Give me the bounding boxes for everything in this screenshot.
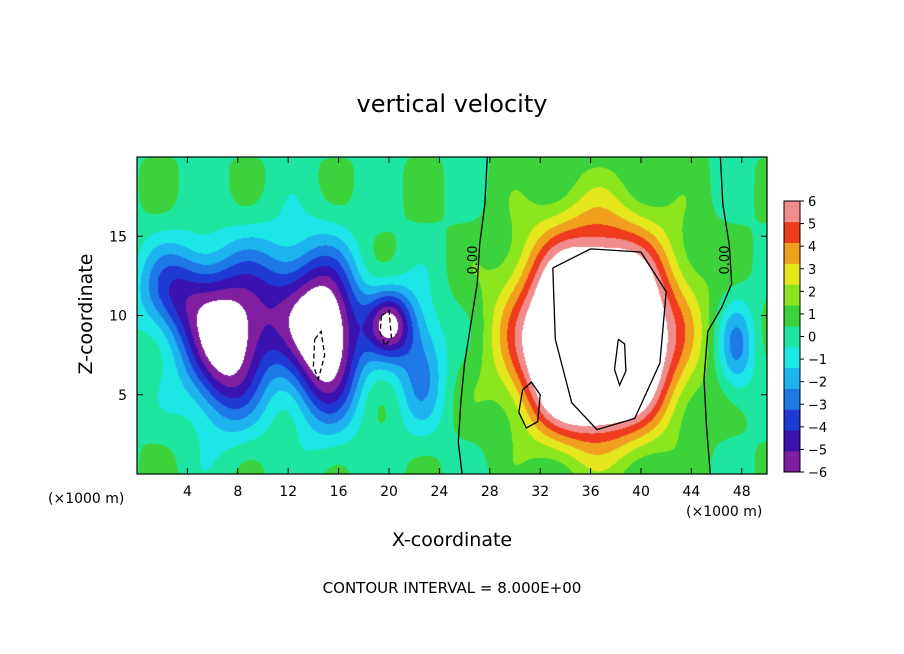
colorbar-swatch bbox=[784, 388, 800, 410]
x-tick-label: 20 bbox=[380, 484, 398, 500]
y-tick-label: 10 bbox=[109, 309, 127, 325]
colorbar-ticks: 6 5 4 3 2 1 0 −1 −2 −3 −4 −5 −6 bbox=[800, 195, 827, 481]
zero-contour-right bbox=[703, 156, 733, 475]
colorbar-swatch bbox=[784, 409, 800, 431]
contour-lines bbox=[312, 156, 733, 475]
colorbar-swatch bbox=[784, 221, 800, 243]
colorbar-swatch bbox=[784, 242, 800, 264]
x-unit-label-left: (×1000 m) bbox=[48, 491, 124, 507]
colorbar-swatch bbox=[784, 326, 800, 348]
downdraft-contour-1 bbox=[312, 329, 326, 381]
colorbar-swatch bbox=[784, 346, 800, 369]
colorbar-swatch bbox=[784, 263, 800, 285]
contour-label-2: 0.00 bbox=[718, 246, 733, 275]
colorbar-tick-label: −6 bbox=[808, 466, 827, 481]
y-tick-label: 5 bbox=[118, 388, 127, 404]
updraft-contour bbox=[552, 248, 667, 431]
downdraft-contour-2 bbox=[379, 309, 393, 347]
colorbar-tick-label: −3 bbox=[808, 398, 827, 413]
colorbar-tick-label: 0 bbox=[808, 331, 816, 346]
colorbar-tick-label: 3 bbox=[808, 263, 816, 278]
x-tick-label: 28 bbox=[481, 484, 499, 500]
y-axis-ticks: 5 10 15 bbox=[109, 229, 767, 404]
colorbar-tick-label: −4 bbox=[808, 421, 827, 436]
x-axis-ticks: 4 8 12 16 20 24 28 32 36 40 44 48 bbox=[183, 157, 751, 500]
x-tick-label: 8 bbox=[233, 484, 242, 500]
x-tick-label: 32 bbox=[531, 484, 549, 500]
colorbar-tick-label: 4 bbox=[808, 240, 816, 255]
contour-label-1: 0.00 bbox=[466, 246, 481, 275]
colorbar-swatch bbox=[784, 305, 800, 327]
colorbar-tick-label: −1 bbox=[808, 353, 827, 368]
updraft-contour-core bbox=[613, 338, 627, 388]
colorbar-swatch bbox=[784, 284, 800, 306]
colorbar-swatch bbox=[784, 201, 800, 223]
y-axis-label: Z-coordinate bbox=[75, 254, 97, 375]
x-tick-label: 4 bbox=[183, 484, 192, 500]
colorbar-tick-label: −5 bbox=[808, 443, 827, 458]
x-tick-label: 16 bbox=[330, 484, 348, 500]
colorbar-tick-label: −2 bbox=[808, 376, 827, 391]
colorbar-swatch bbox=[784, 430, 800, 452]
x-tick-label: 48 bbox=[733, 484, 751, 500]
updraft-contour-small bbox=[518, 381, 541, 429]
contour-labels: 0.00 0.00 bbox=[466, 246, 733, 275]
x-tick-label: 36 bbox=[582, 484, 600, 500]
colorbar-swatch bbox=[784, 451, 800, 473]
heatmap-field bbox=[137, 157, 767, 474]
x-tick-label: 44 bbox=[682, 484, 700, 500]
chart-title: vertical velocity bbox=[357, 90, 548, 118]
zero-contour-left bbox=[457, 156, 488, 475]
colorbar-swatch bbox=[784, 367, 800, 389]
colorbar: 6 5 4 3 2 1 0 −1 −2 −3 −4 −5 −6 bbox=[783, 195, 827, 481]
colorbar-tick-label: 6 bbox=[808, 195, 816, 210]
contour-interval-note: CONTOUR INTERVAL = 8.000E+00 bbox=[323, 579, 582, 597]
x-tick-label: 12 bbox=[279, 484, 297, 500]
x-axis-label: X-coordinate bbox=[392, 529, 512, 551]
colorbar-tick-label: 2 bbox=[808, 285, 816, 300]
x-tick-label: 24 bbox=[430, 484, 448, 500]
colorbar-tick-label: 1 bbox=[808, 308, 816, 323]
y-tick-label: 15 bbox=[109, 229, 127, 245]
x-unit-label-right: (×1000 m) bbox=[686, 504, 762, 520]
colorbar-swatches bbox=[784, 201, 800, 473]
colorbar-tick-label: 5 bbox=[808, 218, 816, 233]
x-tick-label: 40 bbox=[632, 484, 650, 500]
